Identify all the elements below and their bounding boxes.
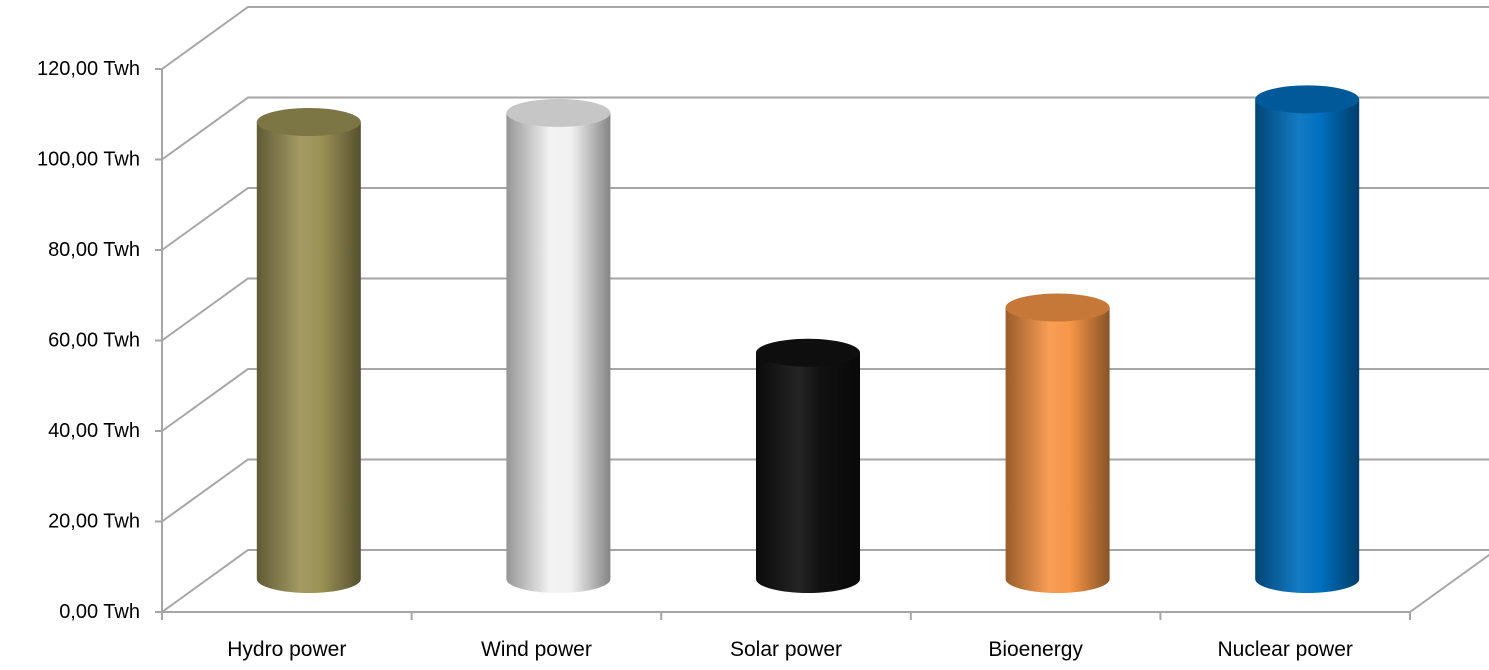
x-tick-label: Wind power bbox=[481, 638, 592, 661]
axes bbox=[155, 68, 1411, 620]
bar-body bbox=[506, 112, 611, 594]
floor-edge bbox=[1409, 553, 1489, 613]
x-tick-label: Nuclear power bbox=[1217, 638, 1352, 661]
bar-top bbox=[756, 338, 860, 367]
x-tick-label: Bioenergy bbox=[988, 638, 1083, 661]
bar-top bbox=[1255, 85, 1360, 114]
bar-body bbox=[256, 121, 361, 593]
y-tick-label: 40,00 Twh bbox=[48, 420, 140, 442]
bar-solar-power bbox=[756, 338, 860, 593]
y-tick-label: 100,00 Twh bbox=[37, 149, 140, 171]
y-tick-label: 20,00 Twh bbox=[48, 511, 140, 533]
y-tick-label: 80,00 Twh bbox=[48, 239, 140, 261]
x-tick-label: Solar power bbox=[730, 638, 842, 661]
bar-body bbox=[756, 352, 860, 593]
bar-hydro-power bbox=[256, 107, 361, 593]
gridline bbox=[161, 6, 1489, 70]
bar-top bbox=[506, 98, 611, 127]
bars bbox=[256, 85, 1360, 594]
gridlines bbox=[161, 6, 1489, 613]
bar-top bbox=[1005, 293, 1110, 322]
tick-labels: 0,00 Twh 20,00 Twh 40,00 Twh 60,00 Twh 80,00… bbox=[37, 58, 1353, 661]
bar-wind-power bbox=[506, 98, 611, 594]
y-tick-label: 0,00 Twh bbox=[59, 601, 140, 623]
gridline bbox=[161, 96, 1489, 161]
gridline bbox=[161, 187, 1489, 251]
bar-top bbox=[256, 107, 361, 136]
bar-nuclear-power bbox=[1255, 85, 1360, 593]
x-tick-label: Hydro power bbox=[227, 638, 346, 661]
bar-bioenergy bbox=[1005, 293, 1110, 593]
y-tick-label: 120,00 Twh bbox=[37, 58, 140, 80]
gridline bbox=[161, 277, 1489, 342]
bar-body bbox=[1255, 99, 1360, 593]
bar-body bbox=[1005, 307, 1110, 593]
y-tick-label: 60,00 Twh bbox=[48, 330, 140, 352]
